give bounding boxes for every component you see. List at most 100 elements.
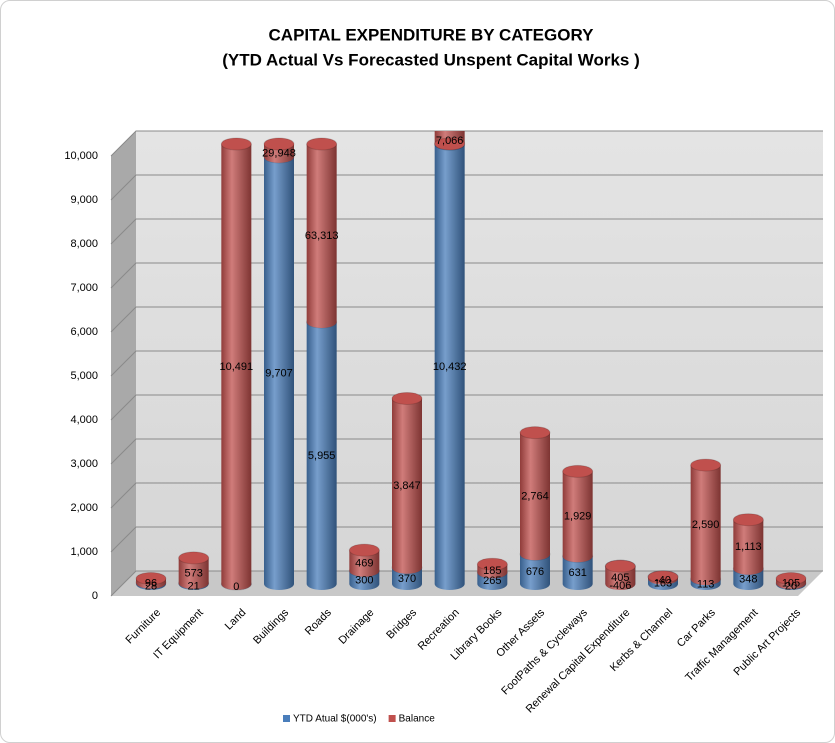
bar-cap [732,513,764,527]
bar [392,567,422,590]
legend-label: YTD Atual $(000's) [293,714,377,725]
y-tick-label: 5,000 [70,370,98,382]
cylinder [476,557,508,579]
cylinder [263,137,295,163]
bar-cap [690,458,722,472]
x-tick-label: Roads [303,606,334,637]
chart-subtitle: (YTD Actual Vs Forecasted Unspent Capita… [222,50,640,69]
data-label: 10,432 [433,361,467,373]
grid-line [110,350,823,377]
cylinder [348,543,380,577]
data-label: 21 [188,580,200,592]
cylinder [220,137,252,590]
x-tick-label: FootPaths & Cycleways [499,606,590,697]
bar [221,144,252,590]
bar [520,554,550,590]
grid-line [110,394,823,421]
bar-cap [519,426,551,440]
data-label: 113 [697,578,715,590]
cylinder [604,559,636,590]
data-label: 10,491 [220,361,254,373]
data-label: 573 [184,567,202,579]
data-label: 9,707 [265,367,293,379]
y-tick-label: 0 [92,590,98,602]
y-tick-label: 2,000 [70,502,98,514]
grid-line [110,482,823,509]
cylinder [775,572,807,590]
data-label: 631 [568,567,586,579]
grid-line [110,262,823,289]
cylinder [391,391,423,574]
bar-cap [647,570,679,584]
data-label: 370 [398,573,416,585]
bar [392,398,422,574]
x-tick-label: Buildings [251,606,291,646]
cylinder [519,426,551,561]
bar-cap [178,551,210,565]
x-tick-label: Furniture [124,607,164,647]
grid-line [110,526,823,553]
y-tick-label: 7,000 [70,282,98,294]
grid-line [110,570,823,597]
data-label: 3,847 [393,480,421,492]
data-label: -406 [609,580,631,592]
x-tick-label: Recreation [416,607,462,653]
legend-swatch [388,715,396,722]
data-label: 5,955 [308,450,336,462]
bar-cap [391,391,423,405]
data-label: 105 [782,578,800,590]
data-label: 63,313 [305,230,339,242]
data-label: 469 [355,557,373,569]
x-tick-label: Bridges [384,606,419,641]
data-label: 405 [611,572,629,584]
bar [178,557,209,590]
cylinder [135,572,167,589]
bar-cap [306,137,338,151]
y-tick-label: 9,000 [70,194,98,206]
bar [605,566,636,590]
cylinder [690,458,722,586]
bar [349,550,380,577]
bar-cap [434,137,466,151]
cylinder [306,137,338,328]
bar [690,465,721,586]
cylinder [434,131,466,151]
data-label: 163 [654,577,672,589]
bar [733,568,764,590]
bar [562,556,593,590]
x-tick-label: Car Parks [675,606,718,649]
bar-cap [135,572,167,586]
data-label: 7,066 [436,135,464,147]
data-label: 300 [355,574,373,586]
data-label: 265 [483,575,501,587]
bar-cap [220,137,252,151]
chart-title: CAPITAL EXPENDITURE BY CATEGORY [269,25,595,44]
y-tick-label: 4,000 [70,414,98,426]
y-tick-label: 3,000 [70,458,98,470]
data-label: 0 [233,581,239,593]
data-label: 2,764 [521,490,549,502]
y-tick-label: 6,000 [70,326,98,338]
grid-line [110,306,823,333]
bar [264,156,294,590]
y-tick-label: 1,000 [70,546,98,558]
data-label: 2,590 [692,519,720,531]
bar [306,144,337,328]
data-label: 676 [526,566,544,578]
data-label: 28 [145,580,157,592]
bar [520,432,550,561]
grid-line [110,438,823,465]
data-label: 20 [785,580,797,592]
legend-label: Balance [399,714,436,725]
bar [733,519,764,575]
cylinder [647,570,679,585]
x-tick-label: Land [223,607,249,633]
y-tick-label: 8,000 [70,238,98,250]
grid-line [110,130,823,157]
bar-cap [775,572,807,585]
bar [562,471,593,563]
data-label: 29,948 [262,147,296,159]
legend-swatch [283,715,290,722]
